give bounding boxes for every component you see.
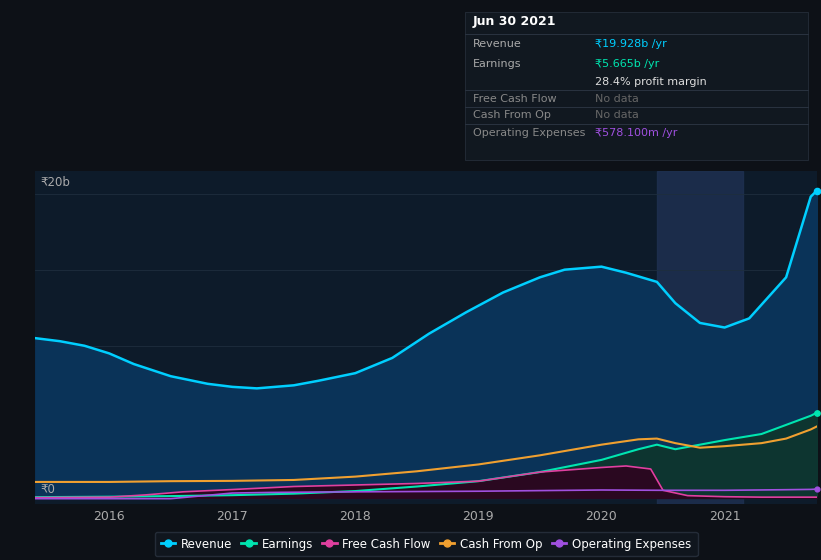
Text: Operating Expenses: Operating Expenses: [473, 128, 585, 138]
Text: ₹19.928b /yr: ₹19.928b /yr: [595, 39, 667, 49]
Point: [810, 186, 821, 195]
Text: No data: No data: [595, 94, 639, 104]
Point: [810, 484, 821, 493]
Text: ₹0: ₹0: [40, 483, 55, 496]
Text: 28.4% profit margin: 28.4% profit margin: [595, 77, 707, 87]
Point: [810, 408, 821, 417]
Text: Cash From Op: Cash From Op: [473, 110, 551, 120]
Text: Jun 30 2021: Jun 30 2021: [473, 15, 557, 28]
Text: Revenue: Revenue: [473, 39, 522, 49]
Text: Free Cash Flow: Free Cash Flow: [473, 94, 557, 104]
Text: ₹578.100m /yr: ₹578.100m /yr: [595, 128, 677, 138]
Text: No data: No data: [595, 110, 639, 120]
Legend: Revenue, Earnings, Free Cash Flow, Cash From Op, Operating Expenses: Revenue, Earnings, Free Cash Flow, Cash …: [154, 531, 698, 557]
Text: ₹20b: ₹20b: [40, 176, 70, 189]
Text: ₹5.665b /yr: ₹5.665b /yr: [595, 59, 659, 69]
Text: Earnings: Earnings: [473, 59, 521, 69]
Bar: [657, 171, 743, 504]
